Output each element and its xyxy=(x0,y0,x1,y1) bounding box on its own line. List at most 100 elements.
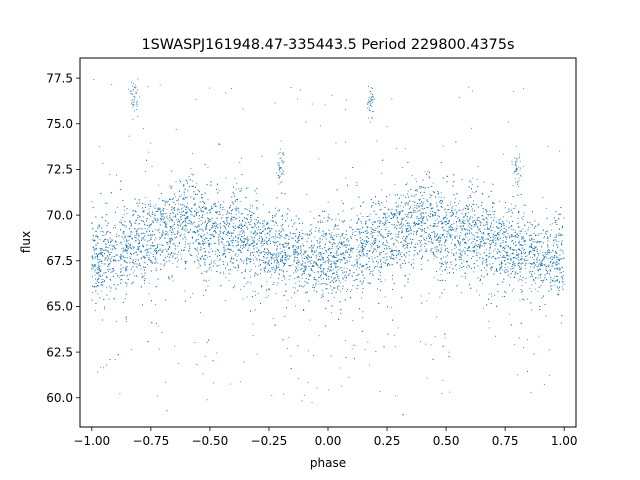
data-point xyxy=(459,265,461,267)
data-point xyxy=(380,274,382,276)
data-point xyxy=(557,245,559,247)
data-point xyxy=(196,226,198,228)
data-point xyxy=(517,236,519,238)
data-point xyxy=(502,250,504,252)
data-point xyxy=(380,233,382,235)
data-point xyxy=(550,279,552,281)
data-point xyxy=(550,234,552,235)
data-point xyxy=(504,207,506,209)
data-point xyxy=(528,226,530,228)
data-point xyxy=(500,223,502,224)
data-point xyxy=(319,266,321,268)
data-point xyxy=(358,244,360,246)
data-point xyxy=(557,275,559,277)
data-point xyxy=(456,220,457,222)
data-point xyxy=(449,266,451,268)
data-point xyxy=(239,201,241,203)
data-point xyxy=(309,319,311,321)
data-point xyxy=(420,228,421,230)
data-point xyxy=(172,228,174,230)
data-point xyxy=(256,250,258,252)
data-point xyxy=(172,212,174,214)
data-point xyxy=(163,213,165,215)
data-point xyxy=(554,284,556,286)
data-point xyxy=(489,255,491,257)
data-point xyxy=(335,218,337,220)
data-point xyxy=(133,270,135,272)
data-point xyxy=(168,220,170,222)
data-point xyxy=(124,297,126,299)
data-point xyxy=(501,296,503,297)
data-point xyxy=(531,263,533,265)
data-point xyxy=(311,229,312,231)
data-point xyxy=(321,254,323,256)
data-point xyxy=(92,247,94,249)
data-point xyxy=(159,244,161,246)
data-point xyxy=(231,209,233,211)
data-point xyxy=(371,258,373,260)
data-point xyxy=(444,208,446,210)
data-point xyxy=(218,190,220,192)
data-point xyxy=(281,280,283,281)
data-point xyxy=(321,239,323,241)
data-point xyxy=(208,242,210,244)
data-point xyxy=(101,254,103,256)
data-point xyxy=(447,209,449,211)
data-point xyxy=(196,211,198,213)
data-point xyxy=(427,170,429,172)
data-point xyxy=(521,262,523,264)
data-point xyxy=(524,231,526,233)
data-point xyxy=(370,233,372,235)
data-point xyxy=(178,259,179,261)
data-point xyxy=(490,242,492,244)
data-point xyxy=(199,242,200,244)
data-point xyxy=(278,252,280,254)
data-point xyxy=(349,254,351,256)
data-point xyxy=(493,250,494,252)
data-point xyxy=(463,249,464,251)
data-point xyxy=(267,257,269,258)
data-point xyxy=(459,200,461,202)
data-point xyxy=(536,266,538,268)
data-point xyxy=(472,210,473,212)
data-point xyxy=(434,236,436,238)
data-point xyxy=(374,231,376,233)
data-point xyxy=(183,194,185,196)
data-point xyxy=(185,238,187,240)
data-point xyxy=(247,187,249,189)
data-point xyxy=(558,263,560,265)
data-point xyxy=(231,201,233,203)
data-point xyxy=(263,240,265,242)
data-point xyxy=(523,239,525,241)
data-point xyxy=(274,253,276,255)
data-point xyxy=(499,222,501,224)
data-point xyxy=(264,254,266,256)
data-point xyxy=(231,256,232,258)
data-point xyxy=(200,312,201,314)
data-point xyxy=(428,175,430,177)
data-point xyxy=(278,273,280,275)
data-point xyxy=(271,274,273,276)
data-point xyxy=(367,232,369,234)
data-point xyxy=(321,273,322,275)
data-point xyxy=(529,239,531,240)
data-point xyxy=(294,258,295,260)
data-point xyxy=(150,252,152,254)
data-point xyxy=(294,222,296,224)
data-point xyxy=(524,281,526,283)
data-point xyxy=(393,334,395,336)
data-point xyxy=(135,261,137,263)
data-point xyxy=(284,278,286,280)
data-point xyxy=(176,219,178,221)
data-point xyxy=(450,203,451,205)
data-point xyxy=(94,253,96,255)
data-point xyxy=(278,256,280,258)
data-point xyxy=(504,251,506,252)
data-point xyxy=(157,262,159,264)
data-point xyxy=(201,248,203,250)
data-point xyxy=(280,224,282,226)
data-point xyxy=(319,227,321,229)
data-point xyxy=(349,244,351,246)
data-point xyxy=(435,236,437,238)
data-point xyxy=(338,243,339,245)
